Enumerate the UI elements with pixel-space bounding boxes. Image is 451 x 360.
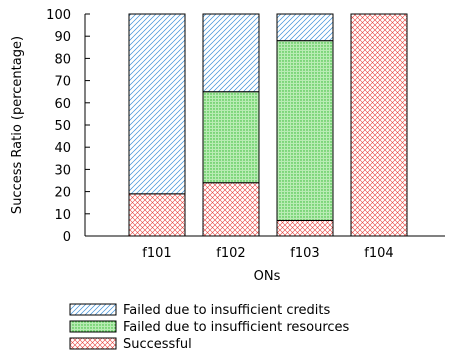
x-tick-label: f101 <box>142 246 171 261</box>
y-tick-label: 90 <box>54 30 71 45</box>
x-tick-label: f102 <box>216 246 245 261</box>
y-tick-label: 100 <box>46 8 71 23</box>
y-tick-label: 50 <box>54 119 71 134</box>
bar-f101-crosshatch <box>128 193 186 237</box>
y-tick-label: 20 <box>54 186 71 201</box>
x-tick-label: f104 <box>364 246 393 261</box>
y-tick-label: 70 <box>54 75 71 90</box>
legend-label: Failed due to insufficient credits <box>123 303 330 318</box>
bar-f104-crosshatch <box>350 13 408 237</box>
legend-label: Failed due to insufficient resources <box>123 320 350 335</box>
x-axis-title: ONs <box>254 269 281 284</box>
y-axis-title: Success Ratio (percentage) <box>10 36 25 214</box>
bar-f101-diagonal <box>128 13 186 195</box>
bar-f103-dots <box>276 40 334 221</box>
y-tick-label: 40 <box>54 141 71 156</box>
legend-swatch-diagonal <box>69 303 117 316</box>
y-tick-label: 0 <box>63 230 71 245</box>
y-tick-label: 80 <box>54 52 71 67</box>
legend: Failed due to insufficient credits Failed… <box>69 303 350 352</box>
y-tick-label: 30 <box>54 163 71 178</box>
bar-f103-diagonal <box>276 13 334 42</box>
y-tick-label: 10 <box>54 208 71 223</box>
bar-f102-diagonal <box>202 13 260 93</box>
x-tick-label: f103 <box>290 246 319 261</box>
plot-area: f101 f102 f103 f104 0 10 20 30 40 50 60 70 80 90 100 <box>46 8 445 261</box>
bar-f103-crosshatch <box>276 219 334 237</box>
y-tick-label: 60 <box>54 97 71 112</box>
bar-f102-crosshatch <box>202 182 260 237</box>
legend-swatch-crosshatch <box>69 337 117 350</box>
bar-f102-dots <box>202 91 260 184</box>
legend-swatch-dots <box>69 320 117 333</box>
legend-label: Successful <box>123 337 192 352</box>
